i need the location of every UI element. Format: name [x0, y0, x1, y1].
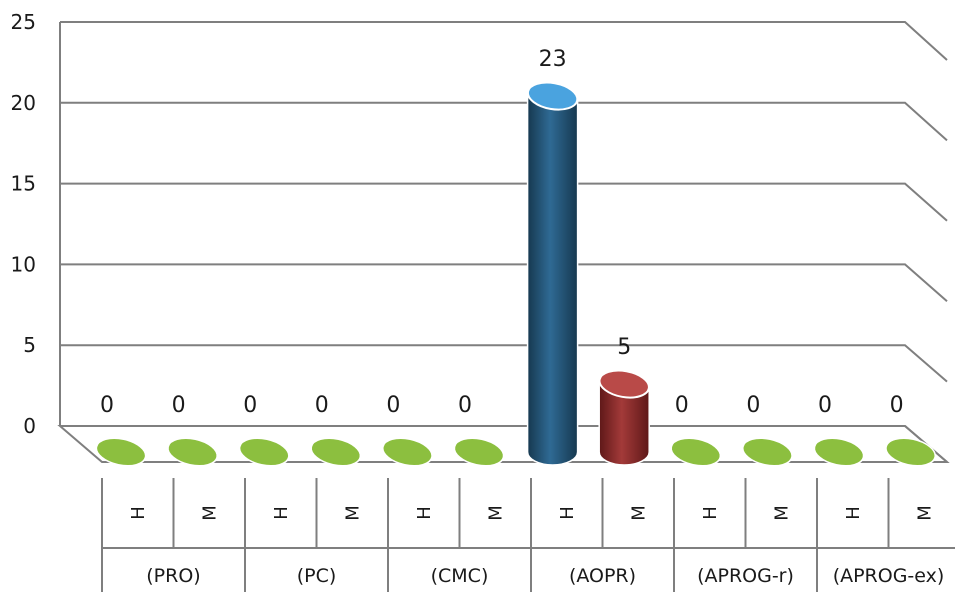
gridline	[60, 101, 948, 142]
data-label: 0	[675, 393, 689, 418]
y-tick-label: 15	[11, 172, 36, 196]
data-label: 5	[617, 335, 631, 360]
category-label: (APROG-ex)	[833, 565, 945, 587]
data-label: 0	[172, 393, 186, 418]
y-tick-label: 10	[11, 252, 36, 276]
gridline	[60, 263, 948, 302]
y-tick-label: 25	[11, 10, 36, 34]
sub-category-label: M	[342, 505, 363, 521]
sub-category-label: H	[271, 506, 292, 520]
sub-category-label: M	[485, 505, 506, 521]
gridline	[60, 344, 948, 383]
data-label: 0	[386, 393, 400, 418]
gridline	[60, 182, 948, 222]
sub-category-label: M	[914, 505, 935, 521]
sub-category-label: H	[128, 506, 149, 520]
bar-marker	[238, 437, 290, 467]
gridline	[60, 21, 948, 61]
category-label: (AOPR)	[569, 565, 636, 587]
sub-category-label: H	[700, 506, 721, 520]
category-label: (CMC)	[431, 565, 489, 587]
bar-marker	[310, 437, 362, 467]
bar-marker	[742, 437, 793, 467]
bar-marker	[670, 437, 722, 467]
bar-top	[598, 369, 650, 399]
category-label: (APROG-r)	[697, 565, 794, 587]
data-label: 0	[458, 393, 472, 418]
y-tick-label: 0	[23, 414, 36, 438]
bar-marker	[885, 437, 936, 467]
bar-marker	[95, 437, 147, 467]
sub-category-label: H	[843, 506, 864, 520]
data-label: 0	[315, 393, 329, 418]
bar	[598, 383, 650, 466]
sub-category-label: H	[557, 506, 578, 520]
category-label: (PC)	[297, 565, 337, 587]
y-tick-label: 20	[11, 91, 36, 115]
sub-category-label: M	[628, 505, 649, 521]
bar-top	[526, 81, 579, 111]
data-label: 0	[100, 393, 114, 418]
category-label: (PRO)	[146, 565, 200, 587]
bar-marker	[167, 437, 218, 467]
bar-marker	[382, 437, 433, 467]
data-label: 0	[243, 393, 257, 418]
data-label: 23	[539, 47, 567, 72]
data-label: 0	[818, 393, 832, 418]
data-label: 0	[746, 393, 760, 418]
bar-marker	[453, 437, 505, 467]
data-label: 0	[890, 393, 904, 418]
y-tick-label: 5	[23, 333, 36, 357]
sub-category-label: M	[771, 505, 792, 521]
sub-category-label: H	[414, 506, 435, 520]
sub-category-label: M	[199, 505, 220, 521]
bar-marker	[813, 437, 865, 467]
bar	[526, 95, 579, 466]
